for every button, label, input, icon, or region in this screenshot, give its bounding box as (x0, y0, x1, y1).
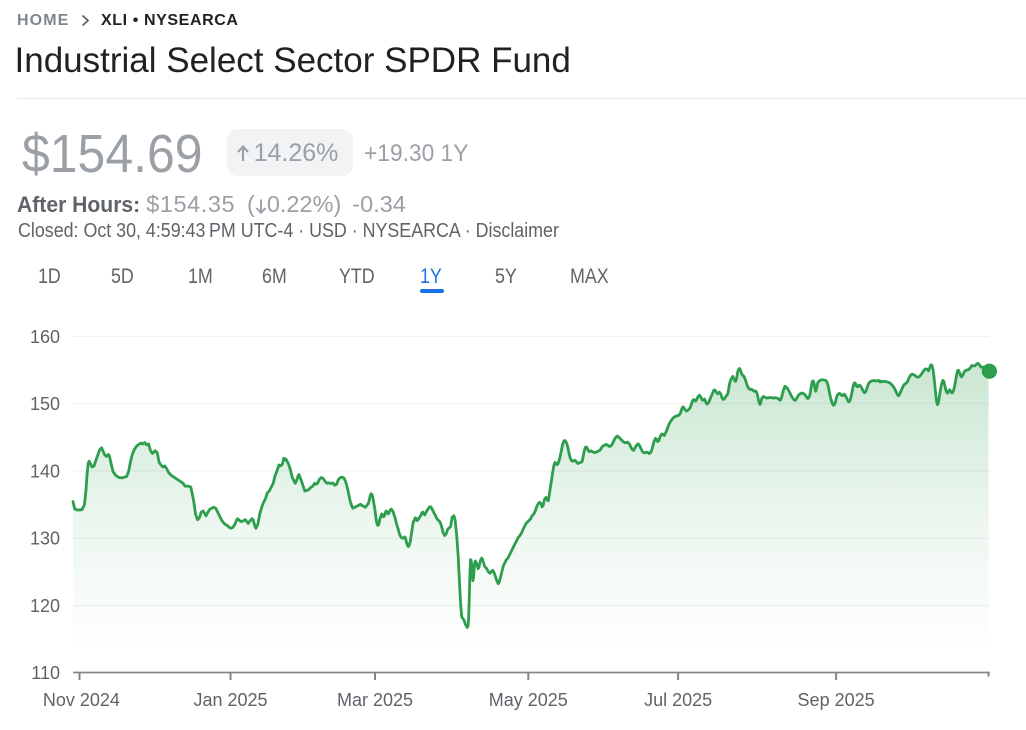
svg-text:110: 110 (31, 663, 60, 683)
svg-text:Jul 2025: Jul 2025 (644, 690, 712, 710)
svg-text:Nov 2024: Nov 2024 (43, 690, 120, 710)
svg-text:Sep 2025: Sep 2025 (798, 690, 875, 710)
svg-text:120: 120 (30, 596, 60, 616)
svg-text:160: 160 (30, 327, 60, 347)
svg-text:Jan 2025: Jan 2025 (193, 690, 267, 710)
svg-text:May 2025: May 2025 (489, 690, 568, 710)
svg-text:140: 140 (30, 461, 60, 481)
svg-text:Mar 2025: Mar 2025 (337, 690, 413, 710)
svg-text:130: 130 (30, 528, 60, 548)
svg-text:150: 150 (30, 394, 60, 414)
